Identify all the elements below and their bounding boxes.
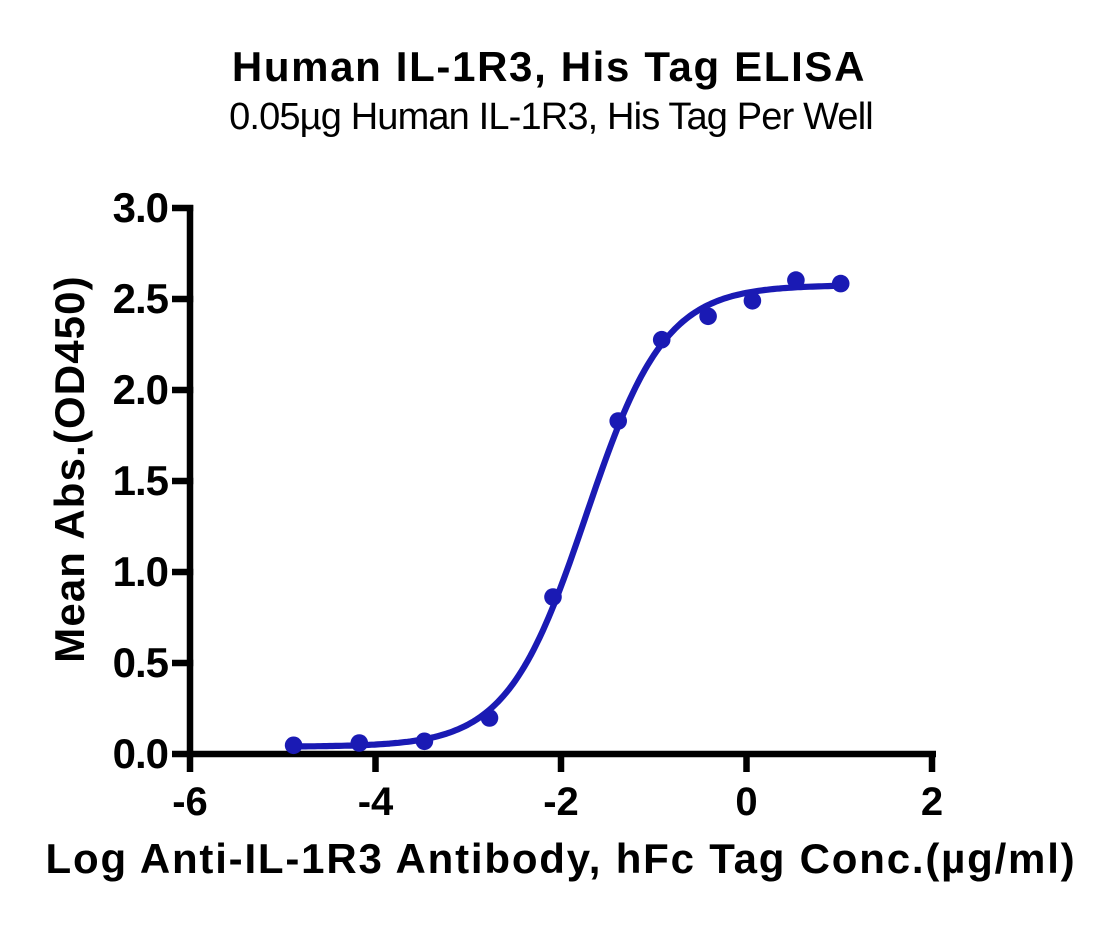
svg-text:2.0: 2.0 [113,366,168,413]
svg-text:1.5: 1.5 [113,457,169,504]
svg-text:Mean Abs.(OD450): Mean Abs.(OD450) [46,275,93,663]
svg-text:-2: -2 [543,780,579,824]
svg-text:-4: -4 [358,780,394,824]
svg-text:2.5: 2.5 [113,275,169,322]
svg-text:Human IL-1R3, His Tag ELISA: Human IL-1R3, His Tag ELISA [232,43,866,90]
svg-text:0: 0 [735,780,757,824]
svg-text:3.0: 3.0 [113,184,168,231]
svg-text:Log Anti-IL-1R3 Antibody, hFc: Log Anti-IL-1R3 Antibody, hFc Tag Conc.(… [46,835,1077,882]
svg-text:-6: -6 [172,780,208,824]
svg-text:0.0: 0.0 [113,730,168,777]
svg-text:0.5: 0.5 [113,639,169,686]
svg-text:1.0: 1.0 [113,548,168,595]
svg-text:0.05µg Human IL-1R3, His Tag P: 0.05µg Human IL-1R3, His Tag Per Well [229,96,873,138]
svg-text:2: 2 [921,780,943,824]
